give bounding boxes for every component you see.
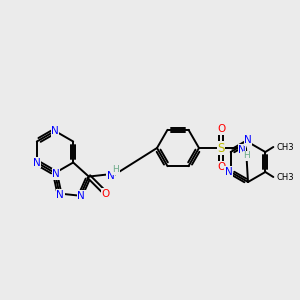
Text: H: H: [244, 152, 250, 160]
Text: O: O: [217, 124, 225, 134]
Text: S: S: [217, 142, 225, 154]
Text: N: N: [77, 191, 85, 201]
Text: N: N: [244, 135, 252, 145]
Text: N: N: [52, 169, 60, 179]
Text: N: N: [225, 167, 232, 177]
Text: N: N: [238, 145, 246, 155]
Text: N: N: [56, 190, 64, 200]
Text: N: N: [51, 126, 59, 136]
Text: CH3: CH3: [276, 142, 294, 152]
Text: O: O: [102, 189, 110, 199]
Text: CH3: CH3: [276, 172, 294, 182]
Text: N: N: [33, 158, 41, 167]
Text: N: N: [107, 171, 115, 181]
Text: O: O: [217, 162, 225, 172]
Text: H: H: [112, 165, 119, 174]
